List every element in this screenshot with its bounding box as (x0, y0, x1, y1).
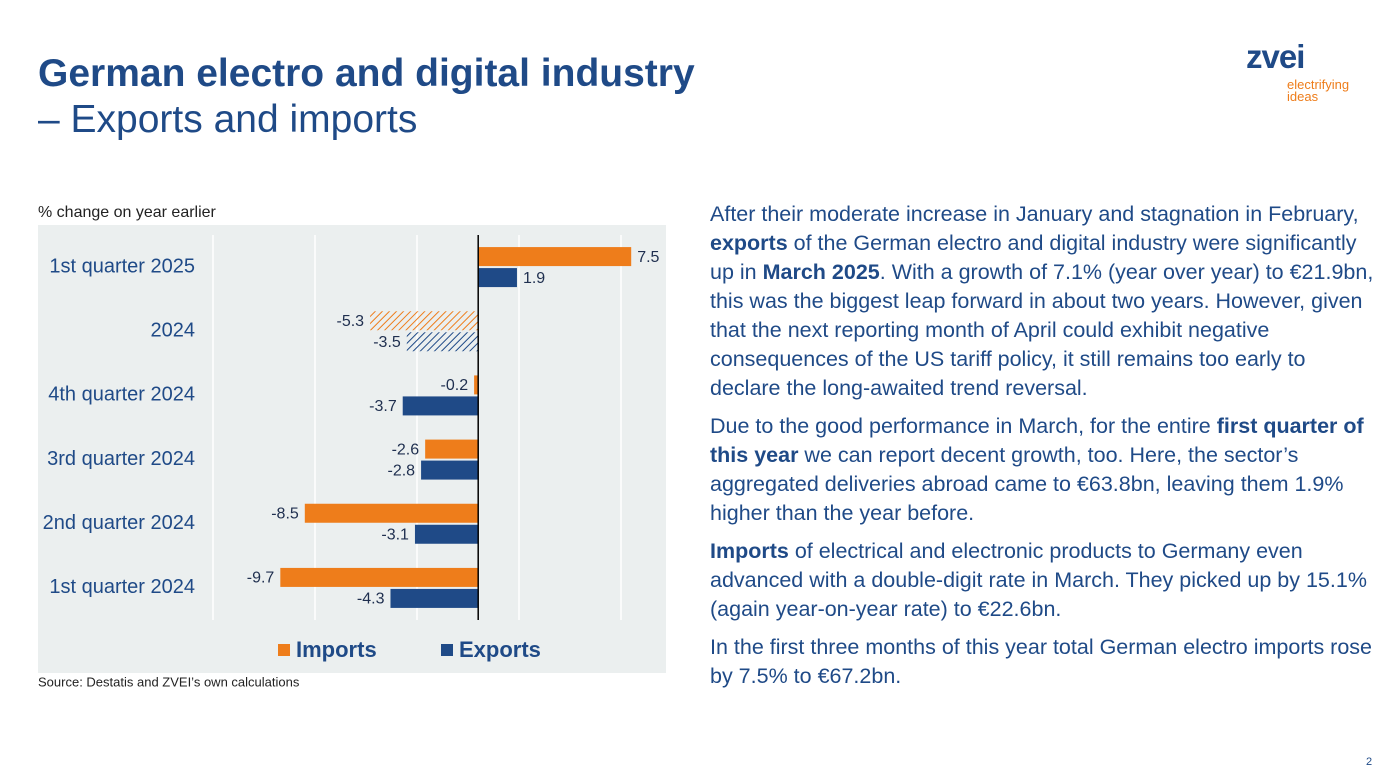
y-tick-label: 2nd quarter 2024 (43, 512, 195, 534)
logo-tagline: ideas (1287, 89, 1319, 104)
y-tick-label: 2024 (151, 320, 196, 342)
chart-background (38, 225, 666, 673)
bar (474, 375, 479, 395)
text-run: exports (710, 231, 788, 255)
text-run: first quarter of this year (710, 414, 1364, 467)
legend-label: Exports (459, 637, 541, 662)
text-run: . With a growth of 7.1% (year over year)… (710, 260, 1374, 400)
page-number: 2 (1366, 756, 1373, 768)
axis-label: % change on year earlier (38, 204, 217, 221)
body-text: After their moderate increase in January… (710, 200, 1378, 700)
logo: zvei (1246, 38, 1305, 75)
bar (280, 567, 479, 587)
paragraph: Due to the good performance in March, fo… (710, 412, 1378, 528)
bar (421, 460, 479, 480)
text-run: After their moderate increase in January… (710, 202, 1359, 226)
value-label: -8.5 (271, 505, 299, 522)
bar (425, 439, 479, 459)
value-label: -3.5 (373, 334, 401, 351)
text-run: we can report decent growth, too. Here, … (710, 443, 1344, 525)
subtitle: – Exports and imports (38, 98, 418, 141)
source: Source: Destatis and ZVEI’s own calculat… (38, 674, 300, 689)
paragraph: Imports of electrical and electronic pro… (710, 537, 1378, 624)
value-label: -3.7 (369, 398, 397, 415)
value-label: -0.2 (441, 377, 469, 394)
chart: % change on year earlier Source: Destati… (38, 204, 666, 689)
text-run: Imports (710, 539, 789, 563)
bar (304, 503, 479, 523)
bar (478, 268, 517, 288)
value-label: -9.7 (247, 570, 275, 587)
paragraph: In the first three months of this year t… (710, 633, 1378, 691)
legend-swatch (441, 644, 453, 656)
bar (390, 588, 479, 608)
y-tick-label: 4th quarter 2024 (48, 384, 195, 406)
value-label: 1.9 (523, 270, 545, 287)
text-run: In the first three months of this year t… (710, 635, 1372, 688)
value-label: -4.3 (357, 591, 385, 608)
text-run: of the German electro and digital indust… (710, 231, 1357, 284)
text-run: March 2025 (762, 260, 880, 284)
legend-label: Imports (296, 637, 377, 662)
logo-tagline: electrifying (1287, 77, 1350, 92)
bar (406, 332, 479, 352)
title: German electro and digital industry (38, 52, 695, 95)
value-label: -3.1 (381, 526, 409, 543)
y-tick-label: 3rd quarter 2024 (47, 448, 195, 470)
text-run: of electrical and electronic products to… (710, 539, 1367, 621)
paragraph: After their moderate increase in January… (710, 200, 1378, 403)
bar (402, 396, 479, 416)
value-label: 7.5 (637, 249, 659, 266)
bar (414, 524, 479, 544)
legend-swatch (278, 644, 290, 656)
value-label: -2.8 (388, 462, 416, 479)
bar (478, 247, 632, 267)
bar (370, 311, 479, 331)
value-label: -2.6 (392, 441, 420, 458)
value-label: -5.3 (337, 313, 365, 330)
y-tick-label: 1st quarter 2024 (49, 576, 195, 598)
y-tick-label: 1st quarter 2025 (49, 255, 195, 277)
text-run: Due to the good performance in March, fo… (710, 414, 1217, 438)
